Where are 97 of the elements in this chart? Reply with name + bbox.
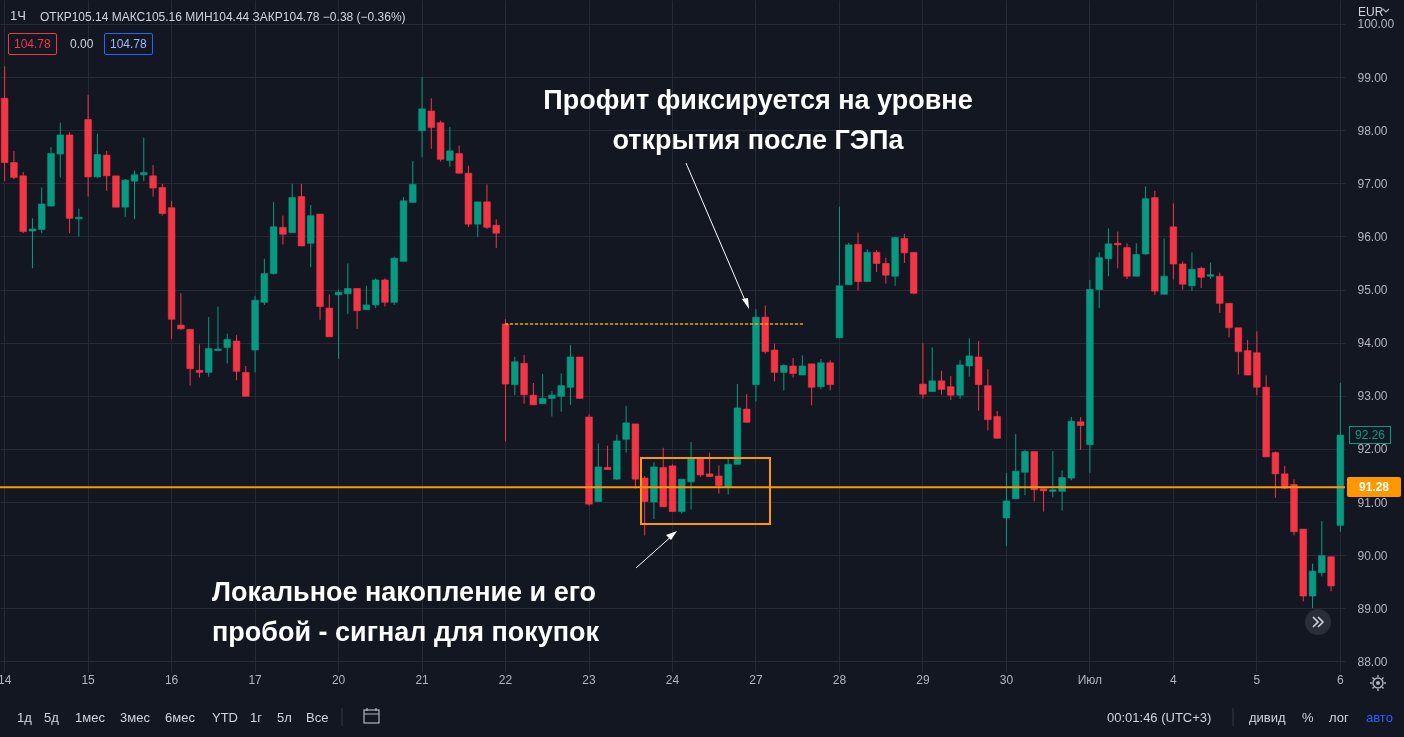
y-tick-label: 92.00 bbox=[1357, 442, 1388, 457]
text: YTD bbox=[212, 710, 238, 726]
text: авто bbox=[1366, 710, 1393, 726]
candlestick bbox=[75, 208, 83, 237]
annotation: 0.00 bbox=[70, 36, 94, 52]
text: 5л bbox=[277, 710, 292, 726]
candlestick bbox=[381, 277, 389, 308]
text: 92.26 bbox=[1349, 426, 1392, 445]
x-tick-label: 4 bbox=[1170, 672, 1178, 687]
candlestick bbox=[409, 160, 417, 203]
candlestick bbox=[1179, 260, 1187, 291]
candlestick bbox=[622, 405, 630, 454]
annotation: ОТКР105.14 МАКС105.16 МИН104.44 ЗАКР104.78 −0.38 (−0.36%) bbox=[40, 9, 406, 25]
y-tick-label: 95.00 bbox=[1357, 283, 1388, 298]
candlestick bbox=[177, 292, 185, 331]
x-tick-label: 22 bbox=[498, 672, 513, 687]
x-tick-label: 21 bbox=[415, 672, 430, 687]
candlestick bbox=[1002, 472, 1011, 547]
x-tick-label: 24 bbox=[665, 672, 680, 687]
candlestick bbox=[1160, 238, 1168, 295]
candlestick bbox=[900, 233, 909, 264]
y-tick-label: 88.00 bbox=[1357, 654, 1388, 669]
candlestick bbox=[427, 97, 435, 150]
annotation: 104.78 bbox=[8, 33, 57, 55]
candlestick bbox=[947, 375, 955, 401]
x-tick-label: 28 bbox=[832, 672, 847, 687]
annotation: Локальное накопление и его пробой - сигнал для покупок bbox=[212, 576, 601, 649]
x-tick-label: 6 bbox=[1337, 672, 1345, 687]
text: EUR bbox=[1358, 4, 1384, 19]
candlestick bbox=[1132, 242, 1140, 277]
candlestick bbox=[798, 354, 806, 376]
text: % bbox=[1302, 710, 1314, 726]
y-tick-label: 96.00 bbox=[1357, 229, 1388, 244]
candlestick bbox=[223, 333, 231, 364]
text: 00:01:46 (UTC+3) bbox=[1107, 710, 1212, 726]
candlestick bbox=[743, 393, 751, 423]
x-tick-label: 17 bbox=[248, 672, 263, 687]
y-tick-label: 98.00 bbox=[1357, 123, 1388, 138]
x-tick-label: 15 bbox=[81, 672, 96, 687]
text: 1г bbox=[250, 710, 262, 726]
y-tick-label: 100.00 bbox=[1357, 17, 1395, 32]
candlestick bbox=[1197, 266, 1205, 289]
text: 1мес bbox=[75, 710, 105, 726]
y-tick-label: 94.00 bbox=[1357, 336, 1388, 351]
candlestick bbox=[770, 343, 779, 382]
x-tick-label: 23 bbox=[582, 672, 597, 687]
candlestick bbox=[937, 370, 946, 396]
text: лог bbox=[1329, 710, 1349, 726]
candlestick bbox=[242, 365, 250, 397]
candlestick bbox=[474, 201, 482, 238]
annotation: Профит фиксируется на уровне открытия после ГЭПа bbox=[542, 84, 974, 157]
annotation: 104.78 bbox=[104, 33, 153, 55]
candlestick bbox=[93, 133, 102, 179]
text: Все bbox=[306, 710, 329, 726]
candlestick bbox=[279, 215, 287, 245]
x-tick-label: 30 bbox=[999, 672, 1014, 687]
text: дивид bbox=[1249, 710, 1286, 726]
candlestick bbox=[1114, 231, 1122, 269]
x-tick-label: 5 bbox=[1253, 672, 1261, 687]
candlestick bbox=[511, 356, 519, 396]
ref-line-label: 91.28 bbox=[1347, 477, 1401, 498]
candlestick bbox=[826, 359, 834, 391]
candlestick bbox=[353, 287, 361, 330]
candlestick bbox=[603, 445, 612, 471]
text: 3мес bbox=[120, 710, 150, 726]
candlestick bbox=[789, 357, 797, 379]
candlestick bbox=[418, 76, 426, 158]
y-tick-label: 99.00 bbox=[1357, 70, 1388, 85]
text: 1д bbox=[17, 710, 32, 726]
candlestick bbox=[919, 342, 927, 399]
y-tick-label: 91.00 bbox=[1357, 495, 1388, 510]
candlestick bbox=[808, 363, 816, 406]
candlestick bbox=[28, 217, 37, 269]
y-tick-label: 97.00 bbox=[1357, 176, 1388, 191]
candlestick bbox=[1039, 488, 1048, 513]
candlestick bbox=[195, 343, 204, 379]
candlestick bbox=[362, 285, 371, 311]
x-tick-label: Июл bbox=[1077, 672, 1103, 687]
annotation: 1Ч bbox=[10, 8, 26, 24]
y-tick-label: 93.00 bbox=[1357, 389, 1388, 404]
candlestick bbox=[817, 358, 825, 390]
candlestick bbox=[780, 363, 788, 391]
candlestick bbox=[1077, 416, 1085, 451]
x-tick-label: 27 bbox=[749, 672, 763, 687]
candlestick bbox=[529, 382, 537, 406]
candlestick bbox=[130, 170, 139, 220]
candlestick bbox=[140, 137, 148, 182]
text: 6мес bbox=[165, 710, 195, 726]
x-tick-label: 20 bbox=[331, 672, 346, 687]
x-tick-label: 16 bbox=[164, 672, 179, 687]
text: 5д bbox=[44, 710, 59, 726]
x-tick-label: 29 bbox=[916, 672, 930, 687]
y-tick-label: 90.00 bbox=[1357, 548, 1388, 563]
y-tick-label: 89.00 bbox=[1357, 601, 1388, 616]
candlestick bbox=[928, 346, 936, 393]
candlestick bbox=[446, 126, 454, 168]
candlestick bbox=[1188, 251, 1196, 292]
